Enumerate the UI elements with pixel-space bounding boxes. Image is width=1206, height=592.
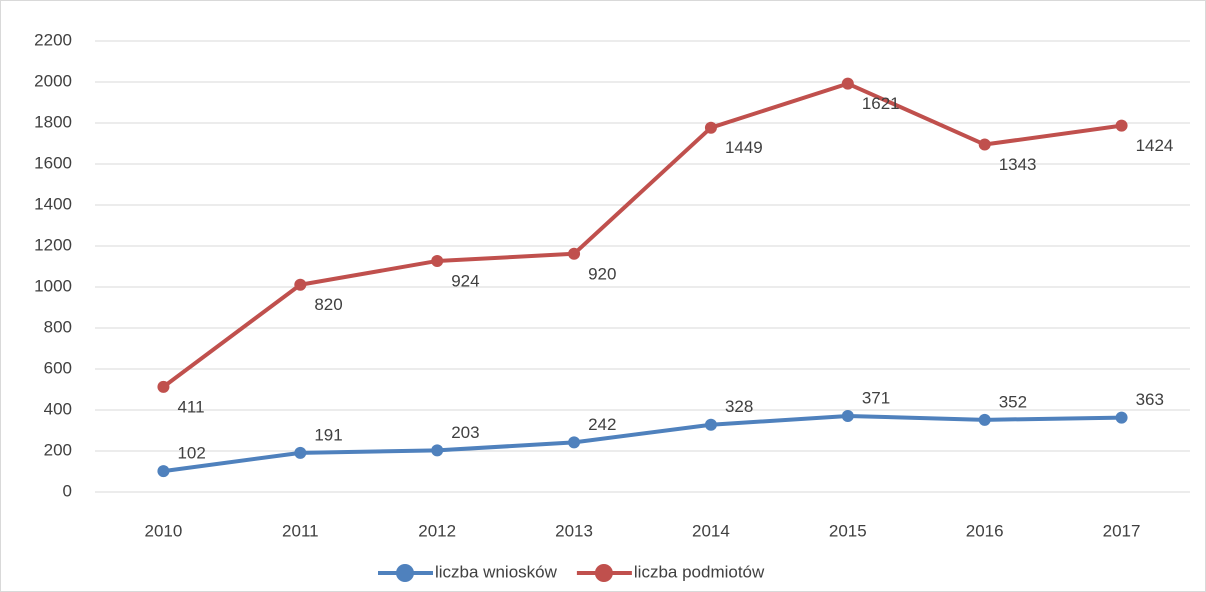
x-tick-label: 2010 [145, 521, 183, 540]
y-tick-label: 600 [44, 358, 72, 377]
y-tick-label: 2200 [34, 30, 72, 49]
data-label: 363 [1136, 390, 1164, 409]
data-label: 242 [588, 415, 616, 434]
data-label: 1449 [725, 138, 763, 157]
x-tick-label: 2015 [829, 521, 867, 540]
point [294, 446, 307, 459]
y-tick-label: 1400 [34, 194, 72, 213]
series-line [162, 81, 1122, 389]
y-tick-label: 1000 [34, 276, 72, 295]
x-tick-label: 2014 [692, 521, 730, 540]
data-label: 411 [177, 397, 204, 416]
data-label: 1424 [1136, 136, 1174, 155]
data-label: 191 [314, 425, 342, 444]
legend-label: liczba wniosków [435, 562, 558, 581]
x-tick-label: 2017 [1103, 521, 1141, 540]
point [1115, 119, 1128, 132]
legend-marker [396, 564, 414, 582]
data-label: 102 [177, 444, 205, 463]
data-label: 371 [862, 388, 890, 407]
point [294, 278, 307, 291]
point [1115, 411, 1128, 424]
y-tick-label: 0 [63, 481, 72, 500]
data-label: 1343 [999, 155, 1037, 174]
point [568, 436, 581, 449]
point [978, 138, 991, 151]
data-label: 1621 [862, 94, 900, 113]
x-tick-label: 2011 [282, 521, 319, 540]
data-label: 920 [588, 264, 616, 283]
y-tick-label: 1200 [34, 235, 72, 254]
data-label: 203 [451, 423, 479, 442]
y-tick-label: 2000 [34, 71, 72, 90]
y-tick-label: 1600 [34, 153, 72, 172]
x-tick-label: 2016 [966, 521, 1004, 540]
point [157, 465, 170, 478]
point [704, 418, 717, 431]
point [704, 121, 717, 134]
point [841, 77, 854, 90]
point [841, 409, 854, 422]
point [157, 380, 170, 393]
legend-marker [594, 564, 613, 582]
x-tick-label: 2013 [555, 521, 593, 540]
data-label: 352 [999, 392, 1027, 411]
point [568, 247, 581, 260]
legend-label: liczba podmiotów [634, 562, 765, 581]
data-label: 328 [725, 397, 753, 416]
y-tick-label: 200 [44, 440, 72, 459]
point [431, 444, 444, 457]
y-tick-label: 1800 [34, 112, 72, 131]
data-label: 924 [451, 271, 479, 290]
y-tick-label: 800 [44, 317, 72, 336]
data-label: 820 [314, 295, 342, 314]
series-line [163, 413, 1122, 474]
point [431, 254, 444, 267]
point [978, 413, 991, 426]
y-tick-label: 400 [44, 399, 72, 418]
x-tick-label: 2012 [418, 521, 456, 540]
